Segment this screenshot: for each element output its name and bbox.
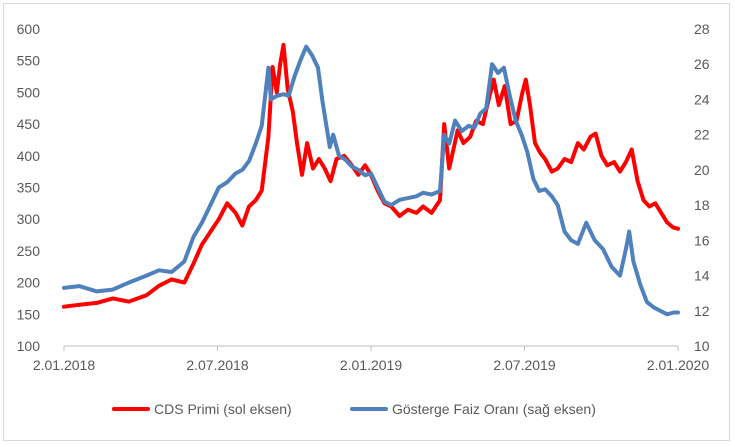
y-left-tick-label: 550 bbox=[17, 53, 41, 69]
y-right-tick-label: 22 bbox=[694, 127, 710, 143]
y-left-tick-label: 350 bbox=[17, 180, 41, 196]
y-right-tick-label: 12 bbox=[694, 303, 710, 319]
y-right-tick-label: 18 bbox=[694, 197, 710, 213]
y-right-tick-label: 24 bbox=[694, 91, 710, 107]
series-line-cds bbox=[62, 42, 680, 309]
y-left-tick-label: 250 bbox=[17, 243, 41, 259]
x-tick-label: 2.01.2019 bbox=[340, 357, 402, 373]
chart-frame: 2.01.2018 2.07.2018 2.01.2019 2.07.2019 2.01… bbox=[3, 3, 730, 441]
y-left-tick-label: 600 bbox=[17, 21, 41, 37]
y-right-tick-label: 26 bbox=[694, 56, 710, 72]
y-left-tick-label: 450 bbox=[17, 116, 41, 132]
x-tick-label: 2.01.2018 bbox=[33, 357, 95, 373]
y-axis-right: 10 12 14 16 18 20 22 24 26 28 bbox=[694, 21, 710, 354]
y-left-tick-label: 150 bbox=[17, 306, 41, 322]
y-right-tick-label: 28 bbox=[694, 21, 710, 37]
plot-area bbox=[62, 42, 680, 317]
y-right-tick-label: 14 bbox=[694, 268, 710, 284]
x-tick-label: 2.07.2018 bbox=[186, 357, 248, 373]
x-axis: 2.01.2018 2.07.2018 2.01.2019 2.07.2019 2.01… bbox=[33, 345, 709, 373]
x-tick-label: 2.07.2019 bbox=[493, 357, 555, 373]
y-left-tick-label: 400 bbox=[17, 148, 41, 164]
y-left-tick-label: 200 bbox=[17, 275, 41, 291]
y-right-tick-label: 20 bbox=[694, 162, 710, 178]
series-line-rate bbox=[62, 44, 680, 317]
y-right-tick-label: 10 bbox=[694, 338, 710, 354]
y-axis-left: 100 150 200 250 300 350 400 450 500 550 600 bbox=[17, 21, 41, 354]
legend-label: CDS Primi (sol eksen) bbox=[154, 401, 292, 417]
x-tick-label: 2.01.2020 bbox=[647, 357, 709, 373]
line-chart: 2.01.2018 2.07.2018 2.01.2019 2.07.2019 2.01… bbox=[17, 21, 710, 417]
legend-label: Gösterge Faiz Oranı (sağ eksen) bbox=[392, 401, 596, 417]
y-right-tick-label: 16 bbox=[694, 232, 710, 248]
y-left-tick-label: 500 bbox=[17, 84, 41, 100]
y-left-tick-label: 300 bbox=[17, 211, 41, 227]
y-left-tick-label: 100 bbox=[17, 338, 41, 354]
chart-legend: CDS Primi (sol eksen) Gösterge Faiz Oranı… bbox=[112, 401, 596, 417]
